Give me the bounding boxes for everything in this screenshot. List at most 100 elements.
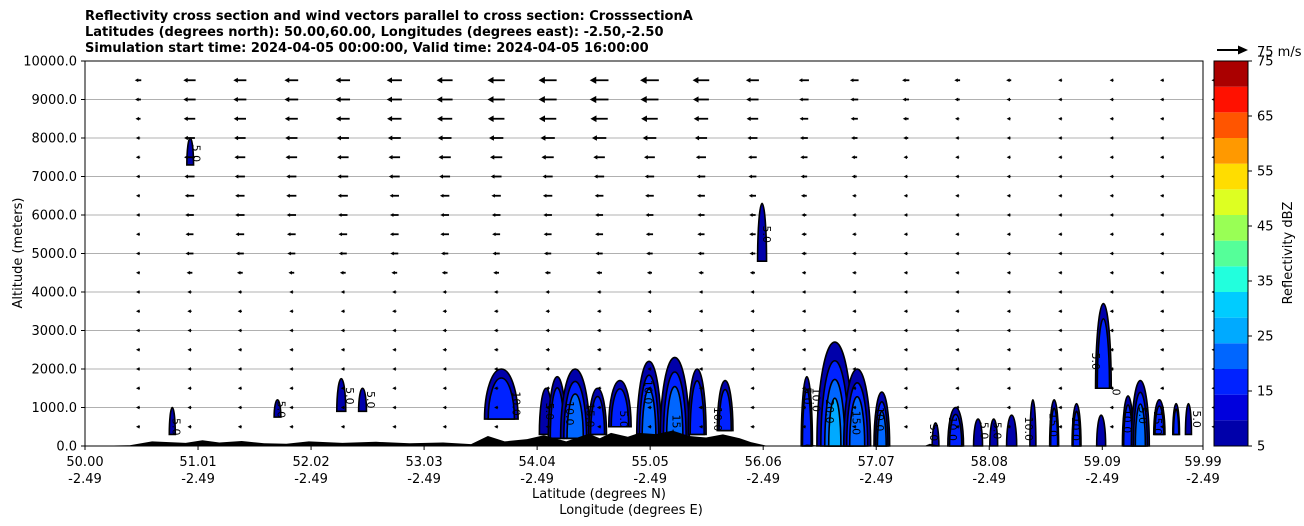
wind-vector [903,386,908,391]
wind-vector-head [852,270,856,275]
wind-vector-head [134,78,139,83]
wind-vector [284,96,299,103]
x-tick-label-lon: -2.49 [1085,472,1119,487]
wind-vector-head [1006,328,1011,333]
wind-vector-head [285,155,290,160]
wind-vector [493,309,499,314]
wind-vector [442,386,447,391]
wind-vector [1159,347,1164,352]
wind-vector [184,174,195,179]
wind-vector-head [340,386,345,391]
wind-vector-head [1109,424,1114,429]
wind-vector [1058,193,1063,198]
colorbar-tick-label: 45 [1257,220,1274,235]
wind-vector [340,347,345,352]
wind-vector-head [799,97,803,102]
wind-vector-head [1159,347,1164,352]
wind-vector [749,251,756,256]
wind-vector-head [801,309,806,314]
wind-vector-head [289,328,293,333]
wind-vector-head [748,193,753,198]
reflectivity-contour [848,395,866,447]
axes: 0.0 1000.0 2000.0 3000.0 4000.0 5000.0 6000.0 7… [23,55,1221,488]
wind-vector [640,76,659,84]
wind-vector-head [1159,174,1164,179]
wind-vector [1159,174,1164,179]
wind-vector-head [1006,309,1011,314]
reflectivity-contour [589,395,606,436]
wind-vector [750,424,755,429]
wind-vector-head [1058,97,1062,102]
wind-vector [750,386,755,391]
wind-vector [695,155,706,160]
reflectivity-contour [168,406,177,436]
wind-vector [337,193,348,198]
wind-vector-head [1159,328,1164,333]
contour-label: 10.0 [873,407,886,432]
wind-vector [135,136,141,140]
wind-vector [1006,309,1011,314]
wind-vector [1109,270,1114,275]
wind-vector-head [595,213,599,217]
wind-vector-head [392,405,396,410]
wind-vector [647,347,652,352]
wind-vector-head [696,174,701,179]
wind-vector-head [488,135,494,141]
wind-vector [487,76,505,84]
contour-label: 10.0 [563,401,576,426]
x-tick-label-lat: 54.04 [519,455,556,470]
wind-vector [135,116,141,121]
wind-vector [1109,367,1114,371]
wind-vector-head [801,213,805,217]
wind-vector-head [185,251,190,256]
reflectivity-contour [273,398,282,418]
wind-vector-head [1058,193,1062,198]
wind-vector [697,213,705,217]
wind-vector-head [850,136,855,140]
y-tick-label: 6000.0 [32,209,78,224]
wind-vector-head [955,347,959,352]
wind-vector-head [955,116,959,121]
contour-label: 15.0 [583,403,596,428]
wind-vector [1058,78,1063,83]
wind-vector [1159,136,1164,140]
wind-vector-head [542,174,547,179]
wind-vector-head [1109,328,1114,333]
wind-vector [338,251,347,256]
wind-vector-head [903,405,908,410]
wind-vector [903,347,908,352]
wind-vector-head [442,424,447,429]
wind-vector-head [955,136,959,140]
wind-vector-head [289,290,293,294]
wind-vector-head [136,309,140,314]
wind-vector [595,251,603,256]
x-tick-label-lon: -2.49 [407,472,441,487]
wind-vector-head [903,309,908,314]
wind-vector [340,309,345,314]
wind-vector [596,386,602,391]
wind-vector [545,290,550,294]
wind-vector-head [340,309,345,314]
wind-vector-head [903,424,908,429]
wind-vector-head [235,232,239,237]
wind-vector [801,386,806,391]
wind-vector [698,290,703,294]
x-tick-label-lon: -2.49 [520,472,554,487]
wind-vector-head [236,270,241,275]
contour-label: 10.0 [1069,416,1082,441]
wind-vector-head [750,309,754,314]
wind-vector-head [1006,386,1011,391]
wind-vector-head [233,77,238,83]
wind-vector [1058,424,1063,429]
wind-vector-head [1058,174,1062,179]
wind-vector-head [596,309,601,314]
wind-vector-head [955,251,959,256]
wind-vector [136,251,140,256]
wind-vector-head [237,347,242,352]
wind-vector [850,116,858,121]
wind-vector-head [647,290,651,294]
wind-vector [903,193,908,198]
wind-vector [184,193,195,198]
wind-vector [289,347,294,352]
wind-vector-head [640,76,647,84]
